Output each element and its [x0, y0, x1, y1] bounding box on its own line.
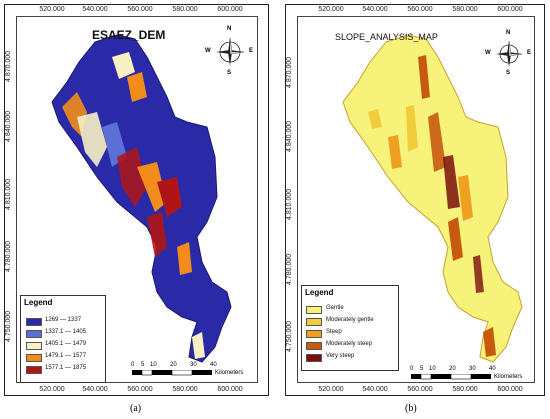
- compass-rose-icon: [496, 40, 523, 67]
- y-tick-label: 4.780.000: [5, 240, 12, 272]
- y-tick-label: 4.750.000: [5, 310, 12, 342]
- x-tick-label: 580.000: [172, 386, 198, 393]
- y-tick-label: 4.840.000: [286, 120, 293, 152]
- scale-number: 5: [420, 366, 424, 372]
- y-tick-label: 4.870.000: [286, 56, 293, 88]
- scale-unit: Kilometers: [494, 374, 523, 380]
- scale-number: 30: [190, 362, 197, 368]
- x-tick-label: 560.000: [127, 6, 153, 13]
- figure-caption: (b): [405, 403, 417, 414]
- scale-number: 30: [469, 366, 476, 372]
- legend-label: 1337.1 — 1405: [45, 329, 87, 335]
- legend-label: Moderately steep: [326, 341, 373, 347]
- legend-swatch: [306, 342, 322, 350]
- scale-bar: [411, 374, 491, 380]
- legend-label: 1577.1 — 1875: [45, 365, 87, 371]
- legend-swatch: [26, 366, 42, 374]
- compass-n: N: [227, 26, 232, 32]
- legend-label: Moderately gentle: [326, 317, 374, 323]
- x-tick-label: 580.000: [172, 6, 198, 13]
- y-tick-label: 4.870.000: [5, 50, 12, 82]
- x-tick-label: 560.000: [407, 6, 433, 13]
- figure-caption: (a): [130, 403, 142, 414]
- scale-number: 0: [410, 366, 414, 372]
- y-tick-label: 4.840.000: [5, 110, 12, 142]
- slope-map-graphic: [342, 34, 523, 363]
- y-tick-label: 4.810.000: [5, 178, 12, 210]
- scale-number: 40: [210, 362, 217, 368]
- compass-w: W: [485, 50, 491, 56]
- scale-bar: [132, 370, 212, 376]
- dem-map-panel: 520.000 540.000 560.000 580.000 600.000 …: [4, 4, 269, 414]
- y-tick-label: 4.750.000: [286, 320, 293, 352]
- y-tick-label: 4.810.000: [286, 188, 293, 220]
- x-tick-label: 540.000: [82, 6, 108, 13]
- scale-number: 10: [429, 366, 436, 372]
- legend-label: 1269 — 1337: [45, 317, 82, 323]
- legend-label: Steep: [326, 329, 342, 335]
- legend-label: Very steep: [326, 353, 355, 359]
- x-tick-label: 520.000: [39, 386, 65, 393]
- y-tick-label: 4.780.000: [286, 253, 293, 285]
- x-tick-label: 540.000: [362, 6, 388, 13]
- legend-label: 1479.1 — 1577: [45, 353, 87, 359]
- x-tick-label: 560.000: [407, 386, 433, 393]
- x-tick-label: 520.000: [318, 386, 344, 393]
- legend-swatch: [26, 354, 42, 362]
- x-tick-label: 520.000: [39, 6, 65, 13]
- x-tick-label: 540.000: [82, 386, 108, 393]
- compass-e: E: [249, 48, 254, 54]
- x-tick-label: 540.000: [362, 386, 388, 393]
- legend-label: Gentle: [326, 305, 344, 311]
- legend-swatch: [26, 318, 42, 326]
- legend-label: 1405.1 — 1479: [45, 341, 87, 347]
- x-tick-label: 560.000: [127, 386, 153, 393]
- legend-swatch: [306, 330, 322, 338]
- legend-swatch: [26, 330, 42, 338]
- compass-s: S: [227, 70, 232, 76]
- x-tick-label: 600.000: [217, 6, 243, 13]
- compass-rose-icon: [216, 37, 245, 66]
- scale-number: 0: [131, 362, 135, 368]
- compass-e: E: [527, 50, 532, 56]
- legend-swatch: [306, 354, 322, 362]
- legend-title: Legend: [305, 288, 334, 297]
- x-tick-label: 600.000: [217, 386, 243, 393]
- x-tick-label: 520.000: [318, 6, 344, 13]
- x-tick-label: 580.000: [452, 386, 478, 393]
- x-tick-label: 600.000: [497, 386, 523, 393]
- compass-s: S: [506, 70, 511, 76]
- x-tick-label: 580.000: [452, 6, 478, 13]
- scale-number: 20: [449, 366, 456, 372]
- dem-map-graphic: [51, 34, 232, 363]
- map-title: SLOPE_ANALYSIS_MAP: [335, 32, 438, 42]
- legend-swatch: [306, 318, 322, 326]
- legend-swatch: [306, 306, 322, 314]
- compass-w: W: [205, 48, 211, 54]
- scale-number: 20: [170, 362, 177, 368]
- x-tick-label: 600.000: [497, 6, 523, 13]
- slope-map-panel: 520.000 540.000 560.000 580.000 600.000 …: [275, 0, 550, 419]
- scale-unit: Kilometers: [215, 370, 244, 376]
- slope-map-area: [297, 16, 535, 383]
- compass-n: N: [506, 30, 511, 36]
- map-title: ESAEZ_DEM: [92, 28, 166, 42]
- scale-number: 40: [489, 366, 496, 372]
- legend-swatch: [26, 342, 42, 350]
- legend-title: Legend: [24, 298, 53, 307]
- scale-number: 10: [150, 362, 157, 368]
- scale-number: 5: [141, 362, 145, 368]
